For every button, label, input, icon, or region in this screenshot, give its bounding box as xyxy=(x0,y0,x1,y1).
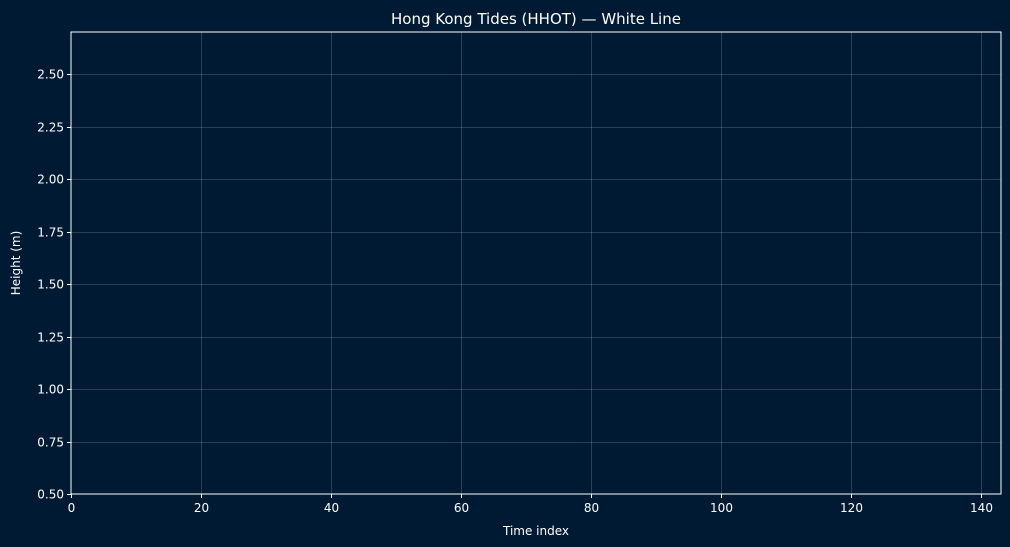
y-tick-label: 0.50 xyxy=(37,488,64,502)
y-tick-label: 0.75 xyxy=(37,436,64,450)
x-tick-label: 80 xyxy=(584,501,599,515)
x-tick-label: 120 xyxy=(840,501,863,515)
x-tick-label: 40 xyxy=(324,501,339,515)
x-axis: 0 20 40 60 80 100 120 140 xyxy=(68,494,993,515)
chart-title: Hong Kong Tides (HHOT) — White Line xyxy=(391,10,681,28)
grid xyxy=(71,32,1001,494)
x-tick-label: 100 xyxy=(710,501,733,515)
y-tick-label: 1.25 xyxy=(37,331,64,345)
y-tick-label: 1.50 xyxy=(37,278,64,292)
y-tick-label: 2.50 xyxy=(37,68,64,82)
y-tick-label: 2.00 xyxy=(37,173,64,187)
x-axis-title: Time index xyxy=(502,524,569,538)
x-tick-label: 140 xyxy=(970,501,993,515)
plot-area-frame xyxy=(70,31,1002,495)
y-tick-label: 2.25 xyxy=(37,121,64,135)
y-tick-label: 1.00 xyxy=(37,383,64,397)
x-tick-label: 60 xyxy=(454,501,469,515)
x-tick-label: 0 xyxy=(68,501,76,515)
y-tick-label: 1.75 xyxy=(37,226,64,240)
y-axis-title: Height (m) xyxy=(9,231,23,296)
y-axis: 0.50 0.75 1.00 1.25 1.50 1.75 2.00 2.25 2.50 xyxy=(37,68,71,502)
x-tick-label: 20 xyxy=(194,501,209,515)
